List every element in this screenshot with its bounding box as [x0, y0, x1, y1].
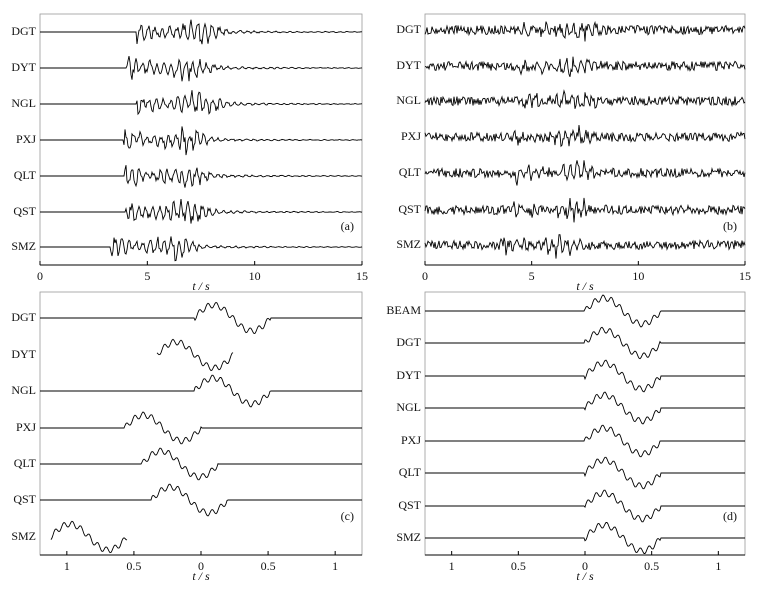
- x-axis-label: t / s: [192, 279, 210, 293]
- station-label: SMZ: [396, 237, 421, 251]
- waveform: [40, 90, 363, 116]
- station-label: NGL: [11, 383, 36, 397]
- panel-label: (b): [723, 219, 737, 233]
- x-tick-label: 1: [715, 559, 721, 573]
- waveform: [40, 301, 362, 334]
- x-tick-label: 0.5: [644, 559, 659, 573]
- waveform: [40, 483, 362, 517]
- x-tick-label: 0.5: [511, 559, 526, 573]
- waveform: [425, 294, 745, 328]
- panel-label: (c): [341, 509, 354, 523]
- station-label: PXJ: [401, 129, 421, 143]
- waveform: [424, 234, 746, 259]
- x-tick-label: 15: [356, 269, 368, 283]
- x-tick-label: 5: [529, 269, 535, 283]
- panel-label: (d): [723, 509, 737, 523]
- x-tick-label: 10: [632, 269, 644, 283]
- x-tick-label: 10: [249, 269, 261, 283]
- station-label: DGT: [11, 24, 36, 38]
- station-label: SMZ: [11, 239, 36, 253]
- station-label: QST: [13, 204, 36, 218]
- waveform: [425, 456, 745, 490]
- waveform: [40, 447, 362, 481]
- station-label: DYT: [11, 60, 36, 74]
- panel-label: (a): [341, 219, 354, 233]
- x-tick-label: 0.5: [261, 559, 276, 573]
- station-label: SMZ: [396, 530, 421, 544]
- panel-frame: [39, 291, 363, 556]
- x-tick-label: 5: [144, 269, 150, 283]
- waveform: [40, 374, 362, 408]
- station-label: QST: [13, 492, 36, 506]
- station-label: PXJ: [16, 420, 36, 434]
- station-label: DYT: [396, 368, 421, 382]
- x-tick-label: 0: [37, 269, 43, 283]
- waveform: [424, 197, 746, 223]
- x-axis-label: t / s: [192, 569, 210, 583]
- waveform: [40, 19, 363, 45]
- panel-frame: [424, 291, 746, 556]
- station-label: QST: [398, 498, 421, 512]
- station-label: BEAM: [386, 303, 421, 317]
- station-label: DGT: [11, 310, 36, 324]
- station-label: NGL: [11, 96, 36, 110]
- waveform: [424, 160, 746, 186]
- station-label: QLT: [399, 465, 422, 479]
- waveform: [425, 424, 745, 458]
- waveform: [40, 236, 363, 262]
- waveform: [40, 165, 362, 188]
- waveform: [40, 126, 363, 156]
- waveform: [425, 359, 745, 393]
- waveform: [50, 520, 128, 554]
- station-label: QLT: [399, 165, 422, 179]
- station-label: QST: [398, 202, 421, 216]
- station-label: PXJ: [401, 433, 421, 447]
- waveform: [424, 89, 746, 109]
- station-label: PXJ: [16, 132, 36, 146]
- x-tick-label: 15: [739, 269, 751, 283]
- station-label: DYT: [11, 347, 36, 361]
- station-label: NGL: [396, 93, 421, 107]
- x-tick-label: 0: [422, 269, 428, 283]
- x-axis-label: t / s: [576, 279, 594, 293]
- x-tick-label: 1: [449, 559, 455, 573]
- waveform: [424, 124, 746, 148]
- waveform: [40, 199, 363, 224]
- x-axis-label: t / s: [576, 569, 594, 583]
- x-tick-label: 1: [64, 559, 70, 573]
- waveform: [40, 56, 363, 82]
- x-tick-label: 0.5: [126, 559, 141, 573]
- waveform: [156, 338, 234, 372]
- waveform: [40, 411, 362, 445]
- station-label: DGT: [396, 22, 421, 36]
- waveform: [425, 522, 745, 554]
- x-tick-label: 0: [198, 559, 204, 573]
- station-label: QLT: [14, 168, 37, 182]
- waveform: [424, 20, 746, 42]
- x-tick-label: 0: [582, 559, 588, 573]
- x-tick-label: 1: [332, 559, 338, 573]
- station-label: SMZ: [11, 529, 36, 543]
- station-label: DGT: [396, 335, 421, 349]
- waveform: [425, 391, 745, 425]
- panel-frame: [39, 13, 363, 266]
- waveform: [425, 489, 745, 523]
- station-label: QLT: [14, 456, 37, 470]
- waveform: [424, 56, 746, 77]
- waveform: [425, 326, 745, 360]
- station-label: DYT: [396, 58, 421, 72]
- station-label: NGL: [396, 400, 421, 414]
